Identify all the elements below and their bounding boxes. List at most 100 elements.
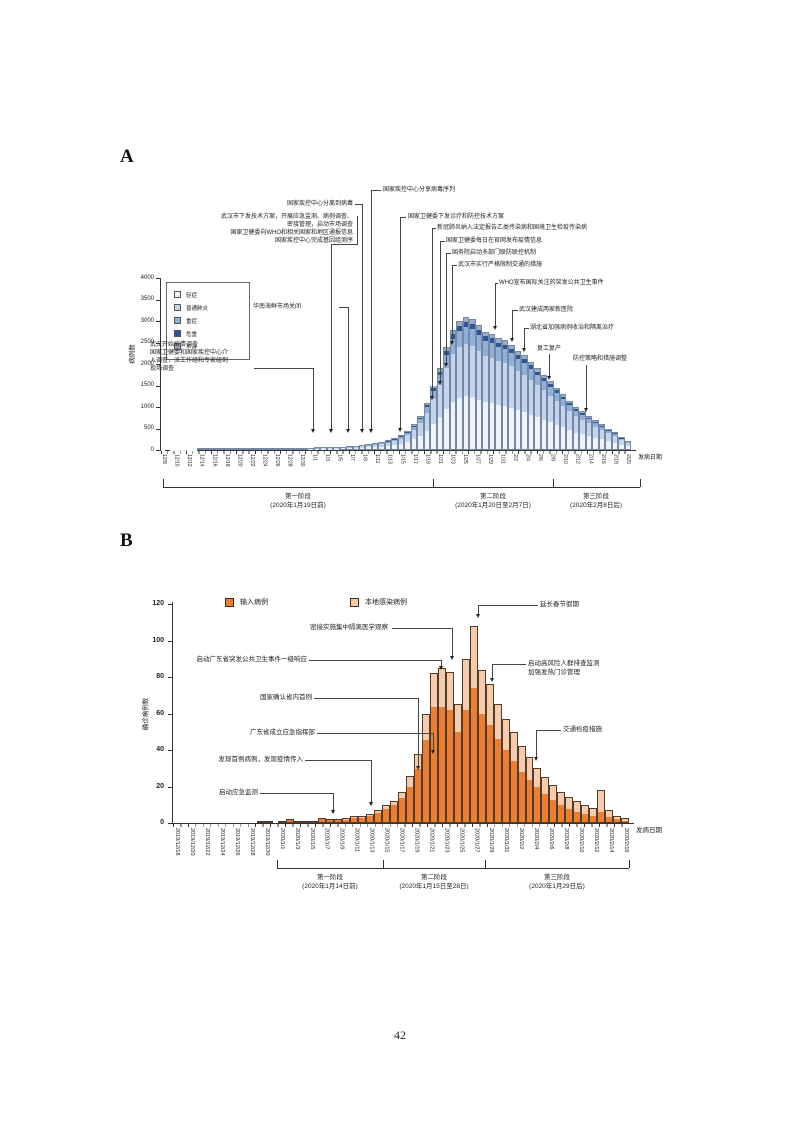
bar-segment-0	[431, 423, 436, 449]
bar-daily-cases-a	[307, 447, 314, 450]
bar-segment-local	[534, 769, 541, 787]
bar-daily-cases-b	[541, 777, 550, 823]
annotation-connector	[371, 190, 372, 429]
bar-segment-2	[548, 386, 553, 396]
annotation-arrow	[510, 338, 514, 342]
legend-swatch	[174, 317, 181, 324]
bar-segment-imported	[574, 812, 581, 822]
bar-segment-3	[515, 355, 521, 359]
annotation-connector	[333, 793, 334, 810]
x-tick-label: 2/4	[524, 454, 531, 461]
bar-segment-2	[586, 418, 592, 424]
bar-segment-2	[463, 326, 469, 344]
annotation-arrow	[493, 326, 497, 330]
bar-daily-cases-b	[302, 821, 311, 823]
legend-label: 重症	[186, 318, 198, 325]
bar-segment-2	[554, 392, 559, 401]
bar-segment-local	[446, 672, 453, 711]
bar-daily-cases-b	[533, 768, 542, 823]
bar-daily-cases-a	[391, 437, 398, 450]
chart-a-bars	[161, 278, 632, 450]
bar-segment-imported	[502, 750, 509, 822]
y-tick-mark	[156, 364, 160, 365]
bar-daily-cases-b	[310, 821, 319, 823]
legend-item: 危重	[174, 327, 249, 340]
bar-segment-imported	[558, 804, 565, 822]
bar-segment-0	[353, 448, 358, 449]
bar-daily-cases-a	[339, 446, 347, 450]
y-tick-label: 20	[156, 782, 164, 790]
annotation-connector	[400, 217, 406, 218]
annotation-connector	[549, 354, 550, 376]
stage-a2-name: 第二阶段	[480, 493, 506, 500]
bar-daily-cases-b	[374, 810, 383, 823]
bar-segment-imported	[622, 820, 629, 822]
annotation-arrow	[430, 396, 434, 400]
bar-daily-cases-a	[449, 329, 457, 450]
bar-segment-3	[411, 425, 417, 427]
bar-segment-1	[463, 343, 469, 397]
bar-segment-1	[366, 445, 371, 448]
bar-segment-1	[606, 433, 611, 442]
y-tick-mark	[168, 786, 172, 788]
annotation-sequence-shared: 国家疾控中心分享病毒序列	[383, 187, 456, 193]
bar-segment-2	[476, 334, 482, 351]
bar-segment-1	[444, 368, 449, 409]
bar-daily-cases-a	[320, 447, 327, 450]
bar-segment-2	[411, 426, 417, 430]
bar-segment-0	[509, 407, 514, 449]
x-tick-label: 2/10	[562, 454, 569, 464]
annotation-traffic-quarantine: 交通检疫措施	[563, 726, 602, 733]
bar-daily-cases-a	[187, 449, 193, 450]
bar-segment-1	[359, 446, 365, 448]
bar-segment-3	[405, 432, 410, 433]
stage-bracket-a	[163, 487, 640, 488]
bar-segment-imported	[351, 818, 358, 822]
bar-segment-1	[593, 426, 598, 438]
bar-segment-2	[424, 406, 430, 413]
bar-segment-3	[554, 390, 559, 393]
y-tick-mark	[156, 385, 160, 387]
stage-bracket-a-tick	[433, 479, 434, 487]
x-tick-label: 1/15	[399, 454, 406, 464]
x-tick-label: 1/9	[361, 454, 368, 461]
x-tick-label: 12/24	[261, 454, 268, 467]
annotation-hubei-treatment: 湖北省加强病例收治和隔离治疗	[530, 325, 615, 331]
bar-segment-local	[574, 802, 581, 813]
chart-b-x-axis-title: 发病日期	[636, 827, 662, 834]
annotation-arrow	[450, 656, 454, 660]
annotation-arrow	[331, 810, 335, 814]
x-tick-label: 2/20	[624, 454, 631, 464]
x-tick-label: 2020/1/3	[293, 828, 300, 850]
x-tick-label: 2020/1/7	[323, 828, 330, 850]
legend-item: 本地感染病例	[350, 597, 407, 607]
y-tick-label: 0	[150, 446, 154, 453]
bar-segment-3	[431, 388, 436, 391]
bar-segment-local	[343, 818, 350, 820]
bar-daily-cases-b	[469, 625, 478, 823]
x-tick-label: 2019/12/22	[204, 828, 211, 856]
annotation-contact-quarantine: 密接实施集中隔离医学观察	[310, 624, 388, 631]
x-tick-label: 2020/1/5	[308, 828, 315, 850]
bar-daily-cases-b	[264, 821, 273, 823]
bar-daily-cases-a	[300, 447, 308, 450]
bar-daily-cases-a	[605, 428, 612, 450]
bar-daily-cases-a	[417, 415, 424, 450]
annotation-genome-sequenced: 国家疾控中心完成基因组测序	[274, 238, 353, 244]
bar-segment-imported	[614, 819, 621, 822]
annotation-first-case-detected: 发现首例病例，发现疫情传入	[218, 756, 304, 763]
bar-segment-0	[606, 441, 611, 449]
legend-swatch	[174, 304, 181, 311]
bar-segment-local	[430, 674, 437, 707]
bar-daily-cases-a	[572, 407, 580, 450]
x-tick-label: 12/12	[186, 454, 193, 467]
bar-segment-local	[399, 792, 405, 799]
y-tick-label: 120	[152, 600, 164, 607]
bar-segment-imported	[470, 688, 477, 822]
x-tick-label: 2020/1/9	[338, 828, 345, 850]
legend-swatch	[225, 597, 234, 607]
bar-segment-0	[619, 444, 624, 449]
bar-daily-cases-a	[371, 443, 379, 450]
bar-daily-cases-b	[605, 810, 614, 823]
annotation-arrow	[522, 348, 526, 352]
